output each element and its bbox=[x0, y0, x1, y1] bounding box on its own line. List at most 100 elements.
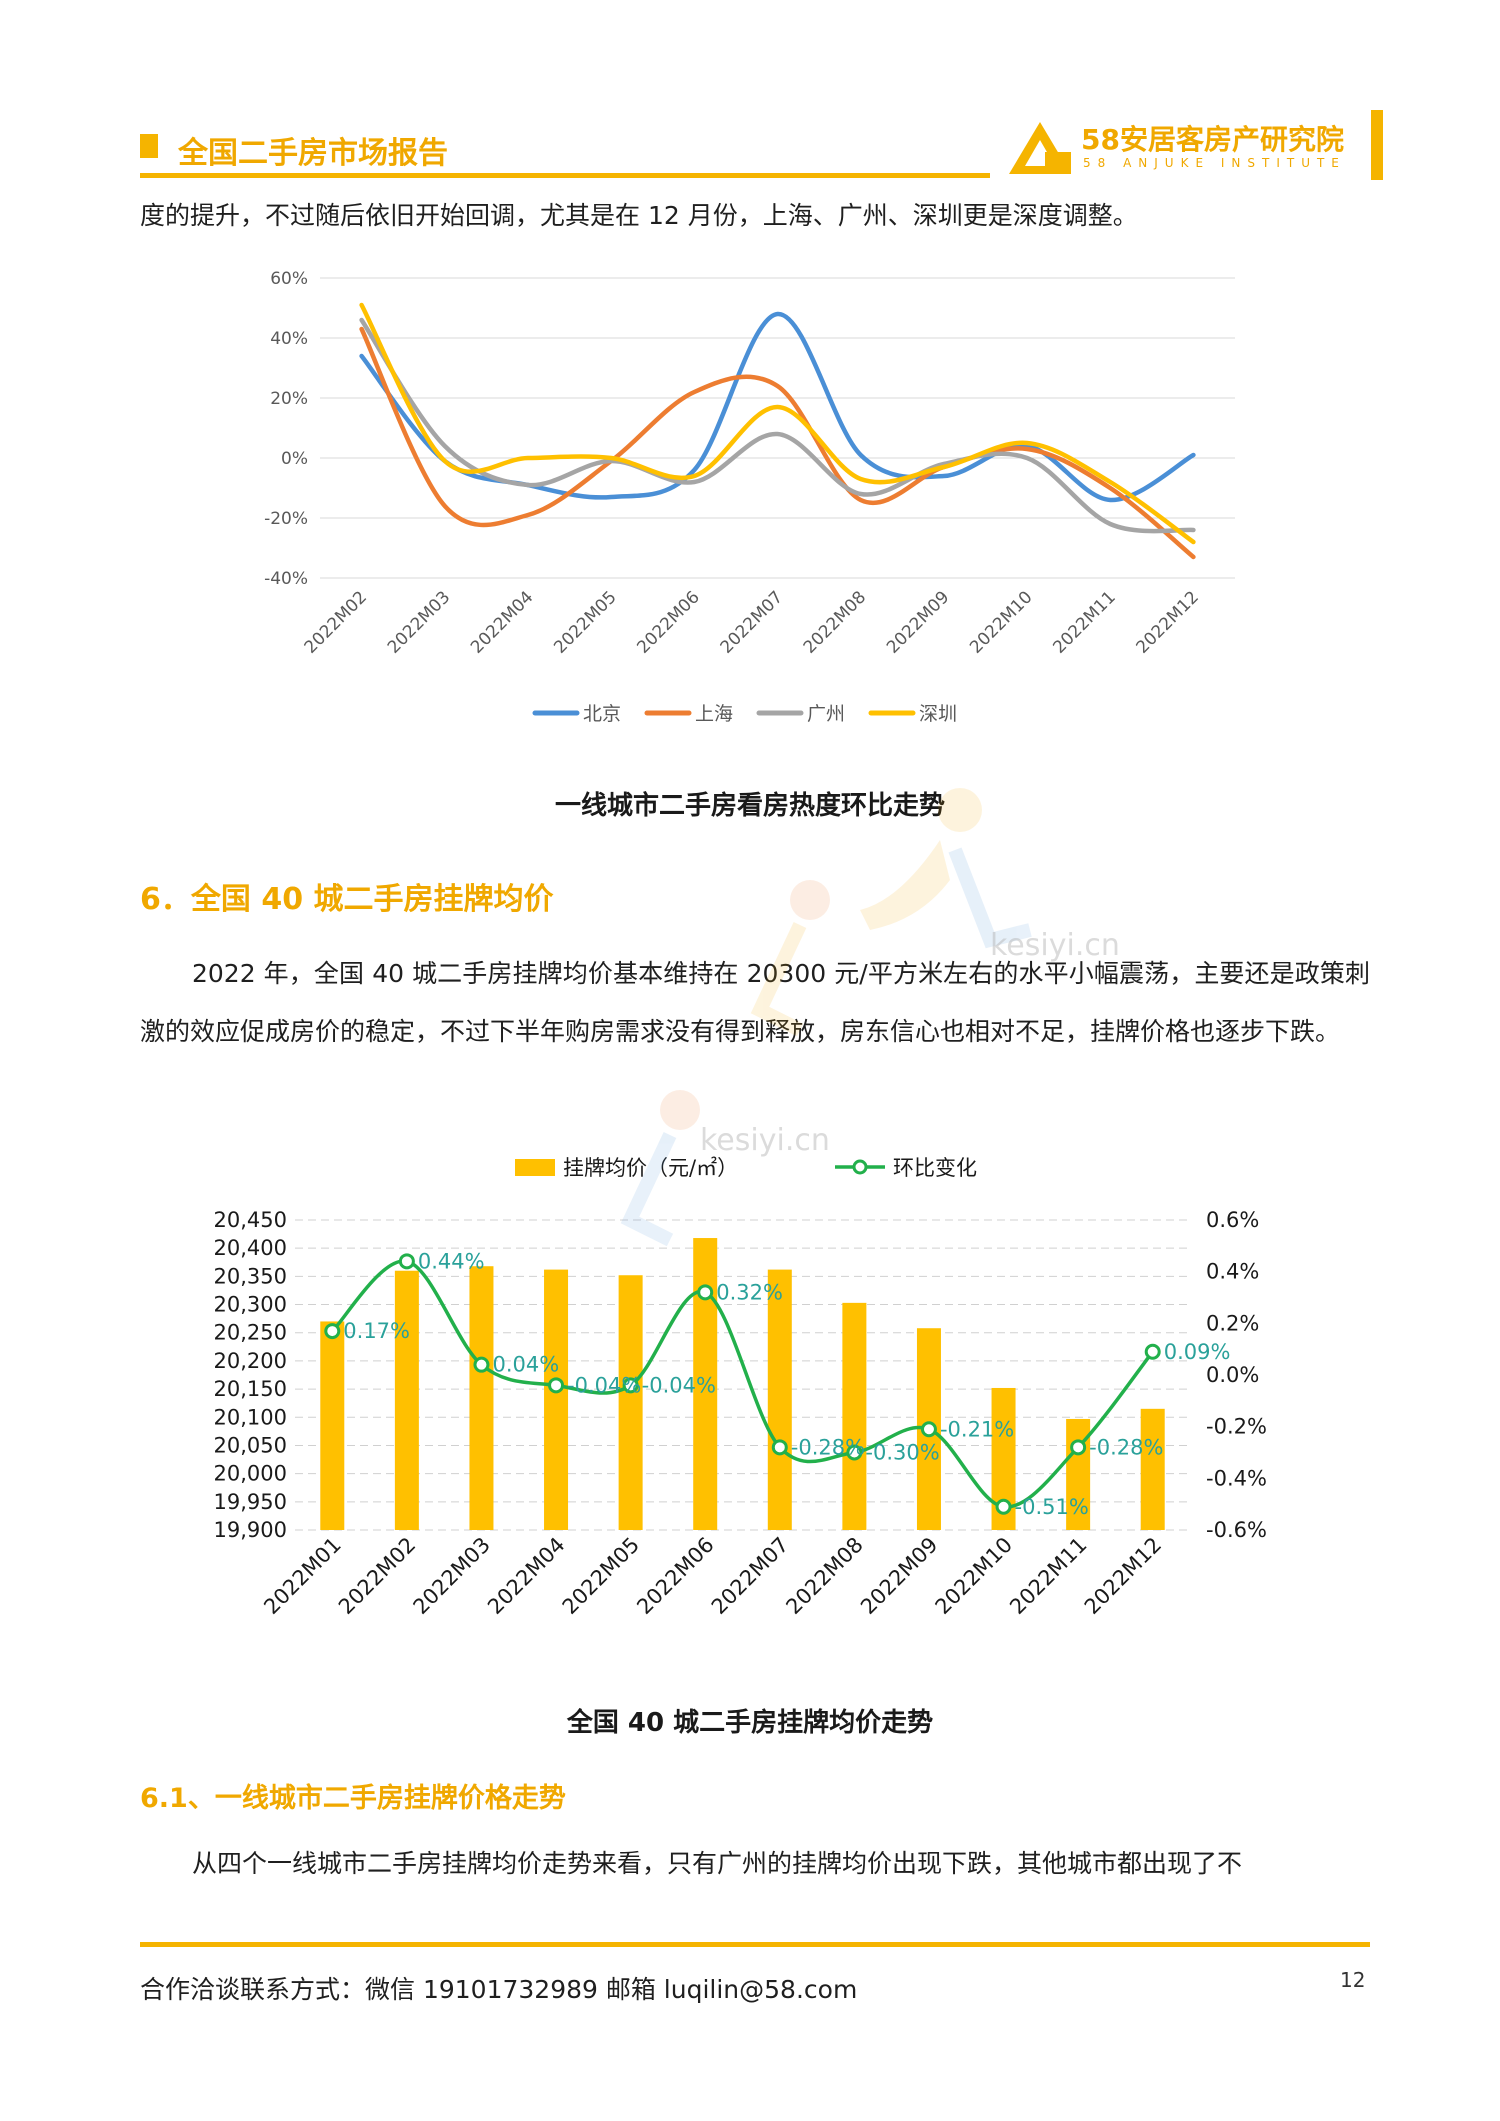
anjuke-logo-icon bbox=[1009, 122, 1071, 174]
intro-paragraph: 度的提升，不过随后依旧开始回调，尤其是在 12 月份，上海、广州、深圳更是深度调… bbox=[140, 201, 1138, 230]
data-label: -0.30% bbox=[865, 1441, 939, 1465]
price-bar bbox=[842, 1302, 867, 1530]
x-tick-label: 2022M08 bbox=[800, 587, 870, 657]
legend-bar-swatch bbox=[515, 1159, 555, 1176]
y-right-tick-label: -0.4% bbox=[1206, 1466, 1267, 1490]
y-tick-label: 20% bbox=[270, 389, 308, 409]
price-bar bbox=[618, 1275, 643, 1530]
data-label: 0.44% bbox=[418, 1249, 485, 1273]
mom-change-point bbox=[324, 1323, 341, 1340]
x-tick-label: 2022M10 bbox=[966, 587, 1036, 657]
x-tick-label: 2022M11 bbox=[1005, 1533, 1091, 1619]
data-label: -0.51% bbox=[1015, 1495, 1089, 1519]
legend-label: 上海 bbox=[695, 703, 733, 725]
header-divider bbox=[140, 173, 990, 178]
x-tick-label: 2022M11 bbox=[1049, 587, 1119, 657]
mom-change-point bbox=[995, 1498, 1012, 1515]
x-tick-label: 2022M02 bbox=[301, 587, 371, 657]
y-tick-label: 0% bbox=[281, 449, 308, 469]
y-tick-label: -40% bbox=[264, 569, 308, 589]
mom-change-point bbox=[697, 1284, 714, 1301]
y-tick-label: 40% bbox=[270, 329, 308, 349]
data-label: -0.21% bbox=[940, 1417, 1014, 1441]
series-line-深圳 bbox=[359, 302, 1196, 545]
data-label: -0.04% bbox=[642, 1373, 716, 1397]
x-tick-label: 2022M01 bbox=[259, 1533, 345, 1619]
x-tick-label: 2022M03 bbox=[384, 587, 454, 657]
y-left-tick-label: 20,350 bbox=[214, 1264, 287, 1288]
logo-side-bar bbox=[1371, 110, 1383, 180]
price-bar bbox=[469, 1266, 494, 1530]
mom-change-point bbox=[1070, 1439, 1087, 1456]
x-tick-label: 2022M02 bbox=[334, 1533, 420, 1619]
mom-change-point bbox=[771, 1439, 788, 1456]
y-tick-label: -20% bbox=[264, 509, 308, 529]
y-left-tick-label: 20,050 bbox=[214, 1433, 287, 1457]
series-line-广州 bbox=[359, 317, 1196, 534]
y-left-tick-label: 19,950 bbox=[214, 1490, 287, 1514]
legend-label: 北京 bbox=[583, 703, 621, 725]
x-tick-label: 2022M04 bbox=[467, 587, 537, 657]
legend-label: 深圳 bbox=[919, 703, 957, 725]
price-bar bbox=[320, 1321, 345, 1530]
logo-cn-text: 58安居客房产研究院 bbox=[1081, 123, 1344, 156]
y-right-tick-label: 0.6% bbox=[1206, 1208, 1259, 1232]
y-left-tick-label: 20,150 bbox=[214, 1377, 287, 1401]
price-bar bbox=[544, 1269, 569, 1530]
mom-change-point bbox=[548, 1377, 565, 1394]
x-tick-label: 2022M12 bbox=[1080, 1533, 1166, 1619]
section-6-title: 6．全国 40 城二手房挂牌均价 bbox=[140, 882, 554, 917]
y-left-tick-label: 20,000 bbox=[214, 1462, 287, 1486]
section-6-paragraph: 2022 年，全国 40 城二手房挂牌均价基本维持在 20300 元/平方米左右… bbox=[140, 959, 1370, 1046]
header-marker bbox=[140, 134, 158, 158]
series-line-上海 bbox=[359, 326, 1196, 560]
data-label: 0.04% bbox=[492, 1353, 559, 1377]
mom-change-point bbox=[846, 1444, 863, 1461]
section-6-1-title: 6.1、一线城市二手房挂牌价格走势 bbox=[140, 1783, 566, 1814]
legend-bar-label: 挂牌均价（元/㎡） bbox=[563, 1156, 738, 1180]
data-label: 0.09% bbox=[1164, 1340, 1231, 1364]
y-right-tick-label: -0.2% bbox=[1206, 1415, 1267, 1439]
x-tick-label: 2022M09 bbox=[856, 1533, 942, 1619]
y-right-tick-label: 0.2% bbox=[1206, 1311, 1259, 1335]
x-tick-label: 2022M06 bbox=[632, 1533, 718, 1619]
listing-price-chart: 挂牌均价（元/㎡） 环比变化 20,450 20,400 20,350 20,300 20… bbox=[195, 1140, 1305, 1660]
data-label: -0.28% bbox=[791, 1435, 865, 1459]
y-left-tick-label: 20,200 bbox=[214, 1349, 287, 1373]
y-left-tick-label: 20,300 bbox=[214, 1293, 287, 1317]
mom-change-point bbox=[398, 1253, 415, 1270]
report-title: 全国二手房市场报告 bbox=[178, 136, 448, 171]
data-label: 0.17% bbox=[343, 1319, 410, 1343]
data-label: -0.04% bbox=[567, 1373, 641, 1397]
x-tick-label: 2022M03 bbox=[409, 1533, 495, 1619]
section-6-1-paragraph: 从四个一线城市二手房挂牌均价走势来看，只有广州的挂牌均价出现下跌，其他城市都出现… bbox=[192, 1849, 1243, 1878]
mom-change-line bbox=[331, 1259, 1155, 1509]
mom-change-point bbox=[473, 1356, 490, 1373]
y-right-tick-label: 0.4% bbox=[1206, 1260, 1259, 1284]
mom-change-point bbox=[1144, 1343, 1161, 1360]
y-left-tick-label: 20,400 bbox=[214, 1236, 287, 1260]
legend-label: 广州 bbox=[807, 703, 845, 725]
x-tick-label: 2022M06 bbox=[633, 587, 703, 657]
y-right-tick-label: 0.0% bbox=[1206, 1363, 1259, 1387]
x-tick-label: 2022M08 bbox=[781, 1533, 867, 1619]
x-tick-label: 2022M07 bbox=[707, 1533, 793, 1619]
footer-contact: 合作洽谈联系方式：微信 19101732989 邮箱 luqilin@58.co… bbox=[140, 1975, 858, 2004]
heat-line-chart-svg: 60%40%20%0%-20%-40% 2022M02 2022M03 2022M0… bbox=[264, 269, 1235, 725]
x-tick-label: 2022M05 bbox=[558, 1533, 644, 1619]
y-right-tick-label: -0.6% bbox=[1206, 1518, 1267, 1542]
data-label: 0.32% bbox=[716, 1280, 783, 1304]
mom-change-point bbox=[622, 1377, 639, 1394]
data-label: -0.28% bbox=[1089, 1435, 1163, 1459]
price-bar bbox=[767, 1269, 792, 1530]
price-bar bbox=[394, 1270, 419, 1530]
y-tick-label: 60% bbox=[270, 269, 308, 289]
y-left-tick-label: 20,100 bbox=[214, 1405, 287, 1429]
y-left-tick-label: 20,450 bbox=[214, 1208, 287, 1232]
logo-en-text: 58 ANJUKE INSTITUTE bbox=[1083, 156, 1346, 170]
x-tick-label: 2022M05 bbox=[550, 587, 620, 657]
page-number: 12 bbox=[1340, 1968, 1366, 1992]
x-tick-label: 2022M10 bbox=[931, 1533, 1017, 1619]
x-tick-label: 2022M12 bbox=[1133, 587, 1203, 657]
chart2-caption: 全国 40 城二手房挂牌均价走势 bbox=[566, 1708, 934, 1738]
